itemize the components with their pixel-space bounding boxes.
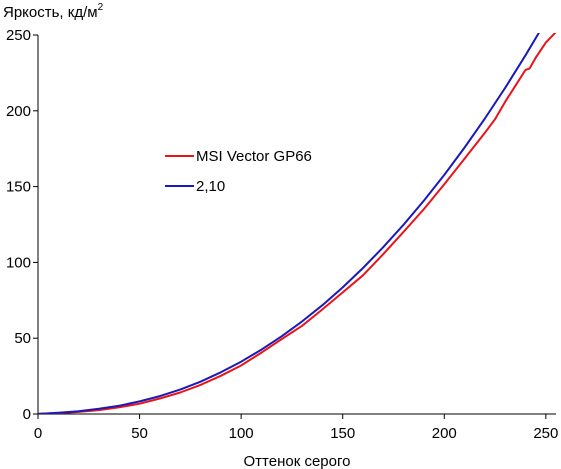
y-tick-label-4: 200 [6,103,31,120]
series-layer [38,33,557,414]
y-tick-label-1: 50 [14,330,31,347]
y-axis-title-text: Яркость, кд/м [3,4,98,21]
x-tick-label-2: 100 [229,425,254,442]
y-axis-title: Яркость, кд/м2 [3,2,104,21]
y-tick-label-0: 0 [23,406,31,423]
y-tick-label-5: 250 [6,27,31,44]
series-line-1 [38,33,557,414]
x-tick-label-4: 200 [432,425,457,442]
legend-label-1: MSI Vector GP66 [196,148,312,165]
series-line-2 [38,33,540,414]
x-tick-label-3: 150 [330,425,355,442]
y-tick-label-2: 100 [6,254,31,271]
y-tick-label-3: 150 [6,179,31,196]
ticks: 0 50 100 150 200 250 0 50 100 150 200 250 [6,27,558,442]
axes [37,35,556,415]
x-tick-label-0: 0 [34,425,42,442]
x-tick-label-1: 50 [131,425,148,442]
x-axis-title: Оттенок серого [244,453,351,469]
legend-label-2: 2,10 [196,178,225,195]
legend: MSI Vector GP66 2,10 [165,148,312,195]
x-tick-label-5: 250 [533,425,558,442]
y-axis-title-superscript: 2 [98,2,104,13]
